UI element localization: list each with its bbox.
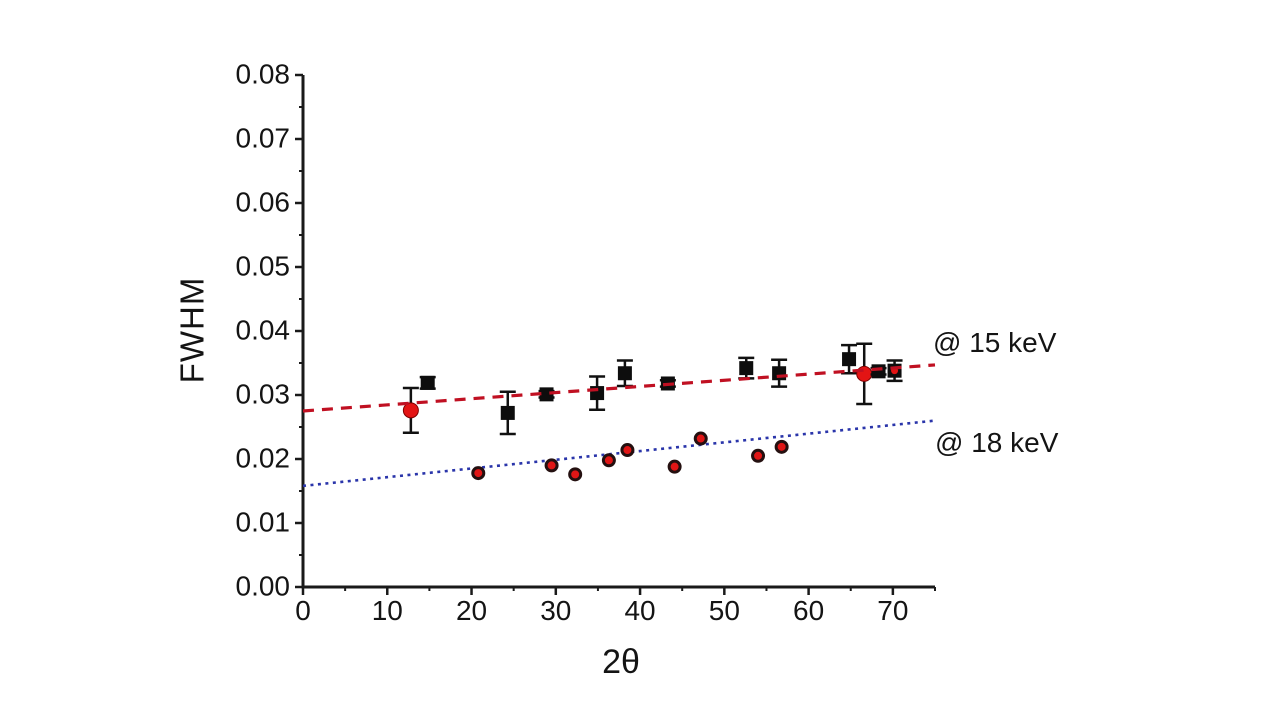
- trend-line-15kev: [302, 363, 936, 413]
- series-annotation-15kev: @ 15 keV: [933, 327, 1057, 358]
- y-tick-label: 0.05: [236, 250, 291, 281]
- x-tick-label: 60: [793, 595, 824, 626]
- data-point-dot: [544, 458, 559, 473]
- data-point-red-circle: [402, 402, 419, 419]
- x-tick-label: 70: [877, 595, 908, 626]
- x-tick-label: 30: [540, 595, 571, 626]
- data-point-square: [871, 364, 886, 379]
- data-point-dot: [774, 439, 789, 454]
- y-tick-label: 0.08: [236, 58, 291, 89]
- y-tick-label: 0.07: [236, 122, 291, 153]
- data-point-square: [420, 375, 435, 390]
- data-point-red-circle: [856, 365, 873, 382]
- x-tick-label: 20: [456, 595, 487, 626]
- x-tick-label: 50: [709, 595, 740, 626]
- y-axis-title: FWHM: [173, 276, 211, 384]
- data-point-dot: [693, 431, 708, 446]
- x-tick-label: 0: [295, 595, 311, 626]
- data-point-square: [739, 361, 754, 376]
- data-point-square: [772, 366, 787, 381]
- data-point-dot: [471, 466, 486, 481]
- x-tick-label: 10: [372, 595, 403, 626]
- data-point-square: [539, 387, 554, 402]
- x-axis-title: 2θ: [602, 643, 640, 681]
- x-tick-label: 40: [624, 595, 655, 626]
- data-point-dot: [620, 443, 635, 458]
- data-point-dot: [601, 453, 616, 468]
- y-tick-label: 0.03: [236, 378, 291, 409]
- axes-frame: [301, 75, 935, 589]
- y-tick-label: 0.06: [236, 186, 291, 217]
- data-point-dot: [667, 459, 682, 474]
- y-tick-label: 0.00: [236, 570, 291, 601]
- y-tick-label: 0.04: [236, 314, 291, 345]
- y-tick-label: 0.02: [236, 442, 291, 473]
- series-annotation-18kev: @ 18 keV: [935, 427, 1059, 458]
- data-point-square: [500, 405, 515, 420]
- trend-line-18kev: [302, 419, 936, 488]
- data-point-square: [617, 366, 632, 381]
- data-point-dot: [751, 448, 766, 463]
- data-point-square: [842, 352, 857, 367]
- y-tick-label: 0.01: [236, 506, 291, 537]
- data-point-dot: [568, 467, 583, 482]
